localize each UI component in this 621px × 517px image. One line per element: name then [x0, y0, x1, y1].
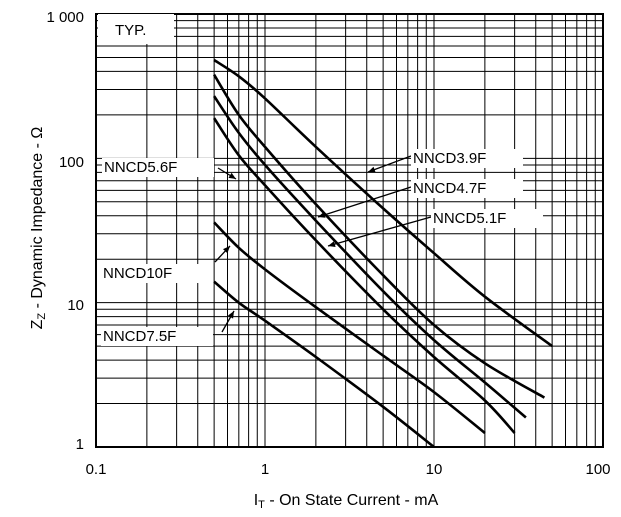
series-label-box: [411, 179, 523, 198]
series-label: NNCD10F: [103, 265, 172, 282]
x-tick-label: 1: [261, 461, 269, 478]
series-line: [213, 280, 435, 449]
typ-note-box: [98, 14, 174, 44]
series-line: [213, 95, 527, 419]
leader-arrowhead: [228, 172, 236, 179]
x-tick-label: 10: [426, 461, 443, 478]
leader-line: [327, 216, 432, 247]
tick-labels: 0.1 1 10 100 1 10 100 1 000: [46, 9, 610, 478]
series-line: [212, 74, 546, 399]
leader-arrowhead: [318, 212, 326, 218]
x-axis-title: IT - On State Current - mA: [254, 492, 439, 511]
y-axis-title: ZZ - Dynamic Impedance - Ω: [29, 127, 48, 330]
label-leaders: [214, 155, 432, 333]
series-line: [213, 58, 553, 348]
typ-note-label: TYP.: [115, 22, 146, 39]
series-label-box: [102, 158, 214, 177]
series-label-box: [431, 209, 543, 228]
leader-arrowhead: [368, 166, 376, 173]
series-line: [213, 221, 486, 435]
leader-arrowhead: [227, 311, 234, 319]
y-tick-label: 100: [59, 154, 84, 171]
grid: [95, 14, 603, 448]
series-label-box: [411, 149, 523, 168]
series-label-box: [101, 264, 204, 283]
series-label: NNCD7.5F: [103, 328, 176, 345]
series-label: NNCD4.7F: [413, 180, 486, 197]
series-line: [213, 117, 516, 434]
series-label: NNCD5.6F: [104, 159, 177, 176]
x-tick-label: 100: [585, 461, 610, 478]
typ-note: TYP.: [98, 14, 174, 44]
leader-line: [317, 186, 412, 218]
series-label-box: [101, 327, 213, 346]
series-curves: [212, 58, 553, 449]
x-tick-label: 0.1: [86, 461, 107, 478]
y-tick-label: 1 000: [46, 9, 84, 26]
series-label: NNCD5.1F: [433, 210, 506, 227]
series-labels: NNCD3.9F NNCD4.7F NNCD5.1F NNCD5.6F NNCD10F N…: [101, 149, 543, 346]
plot-frame: [95, 13, 604, 448]
series-label: NNCD3.9F: [413, 150, 486, 167]
leader-arrowhead: [223, 246, 230, 254]
leader-arrowhead: [328, 241, 336, 247]
leader-line: [367, 155, 412, 173]
y-tick-label: 1: [76, 436, 84, 453]
y-tick-label: 10: [67, 297, 84, 314]
